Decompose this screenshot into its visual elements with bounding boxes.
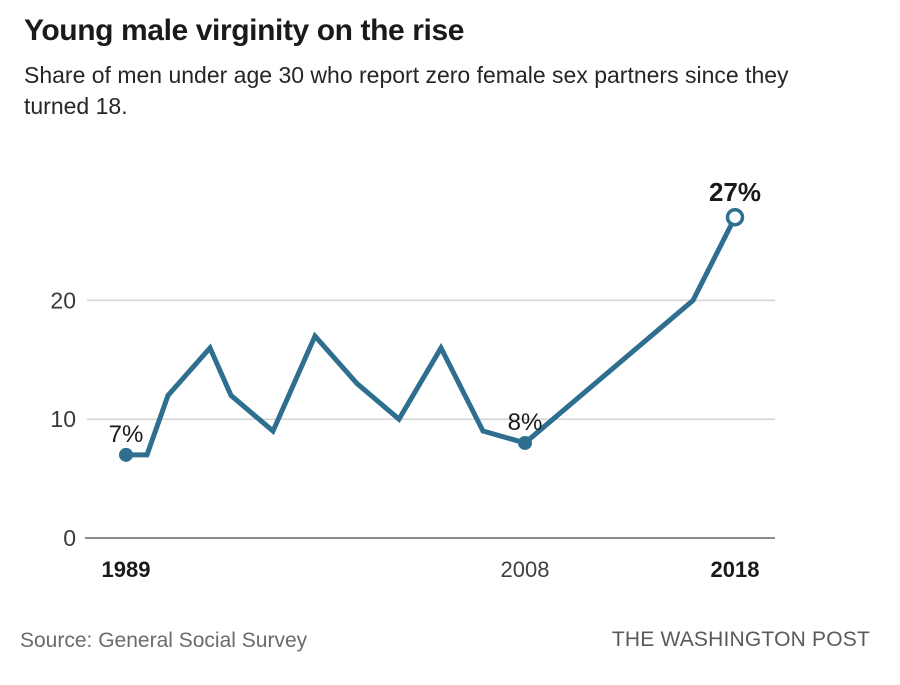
y-axis-labels: 0 10 20: [50, 287, 76, 551]
point-label-1989: 7%: [109, 421, 144, 448]
source-credit: Source: General Social Survey: [20, 629, 308, 652]
data-points: [119, 207, 745, 462]
y-tick-label: 20: [50, 287, 76, 313]
x-axis-labels: 1989 2008 2018: [102, 557, 760, 582]
chart-subtitle: Share of men under age 30 who report zer…: [24, 62, 789, 119]
y-tick-label: 10: [50, 406, 76, 432]
gridlines: [87, 299, 775, 420]
chart-title: Young male virginity on the rise: [24, 14, 465, 47]
y-tick-label: 0: [63, 525, 76, 551]
data-point-labels: 7% 8% 27%: [109, 177, 761, 448]
data-line-group: [123, 214, 738, 458]
point-label-2018: 27%: [709, 177, 761, 207]
data-point-1989: [119, 447, 133, 462]
x-tick-label: 2018: [711, 557, 760, 582]
data-point-2018: [725, 207, 745, 227]
data-point-2008: [518, 435, 532, 450]
point-label-2008: 8%: [508, 409, 543, 436]
x-tick-label: 2008: [501, 557, 550, 582]
data-line: [123, 214, 738, 458]
x-tick-label: 1989: [102, 557, 151, 582]
publisher-credit: THE WASHINGTON POST: [611, 628, 870, 651]
